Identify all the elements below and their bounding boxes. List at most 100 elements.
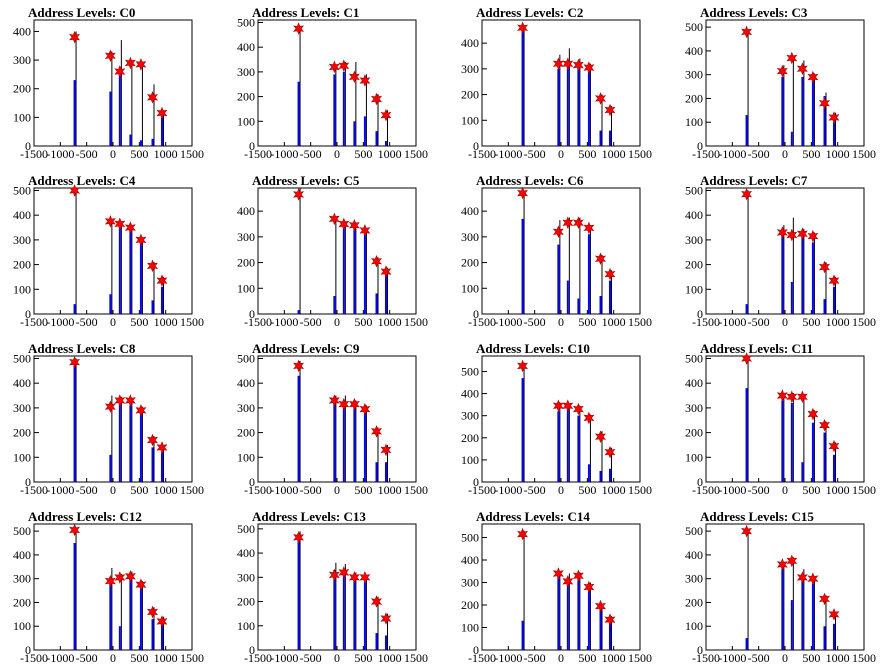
peak-marker [135, 58, 147, 71]
panel-c1: Address Levels: C10100200300400500-1500-… [237, 5, 428, 161]
peak-marker [818, 592, 831, 606]
plot-frame [481, 19, 641, 147]
x-tick-label: -500 [748, 315, 770, 329]
x-tick-label: -1000 [718, 651, 746, 665]
x-tick-label: 500 [578, 147, 596, 161]
y-tick-label: 300 [237, 401, 255, 415]
panel-title: Address Levels: C9 [252, 341, 360, 356]
peak-marker [818, 96, 831, 110]
x-tick-label: 500 [802, 147, 820, 161]
x-tick-label: 500 [354, 483, 372, 497]
peak-marker [124, 569, 136, 583]
peak-marker [828, 111, 840, 124]
y-tick-label: 100 [13, 450, 31, 464]
x-tick-label: 0 [558, 147, 564, 161]
x-tick-label: 500 [354, 315, 372, 329]
y-tick-label: 100 [461, 621, 479, 635]
plot-frame [257, 19, 417, 147]
plot-frame [481, 355, 641, 483]
peak-marker [348, 70, 360, 84]
peak-marker [359, 402, 371, 416]
y-tick-label: 400 [461, 36, 479, 50]
y-tick-label: 500 [13, 351, 31, 365]
x-tick-label: -1500 [468, 147, 496, 161]
peak-marker [124, 56, 136, 70]
peak-marker [828, 274, 840, 287]
x-tick-label: 1000 [154, 483, 178, 497]
y-tick-label: 100 [461, 453, 479, 467]
x-tick-label: -1000 [46, 315, 74, 329]
x-tick-label: 0 [558, 651, 564, 665]
y-tick-label: 400 [685, 44, 703, 58]
peak-marker [604, 267, 616, 281]
x-tick-label: 500 [578, 651, 596, 665]
x-tick-label: -500 [300, 147, 322, 161]
x-tick-label: 1500 [852, 651, 876, 665]
y-tick-label: 400 [461, 553, 479, 567]
x-tick-label: 1000 [154, 651, 178, 665]
y-tick-label: 0 [473, 307, 479, 321]
y-tick-label: 500 [685, 20, 703, 34]
peak-marker [562, 575, 574, 588]
y-tick-label: 0 [697, 643, 703, 657]
peak-marker [583, 580, 595, 594]
panel-c13: Address Levels: C13 0 100 200 300 400 500 -1500… [237, 509, 428, 665]
x-tick-label: -1500 [468, 315, 496, 329]
y-tick-label: 200 [461, 598, 479, 612]
peak-marker [104, 400, 116, 413]
panel-c7: Address Levels: C70100200300400500-1500-… [685, 173, 876, 329]
x-tick-label: -1500 [20, 651, 48, 665]
y-tick-label: 100 [685, 282, 703, 296]
y-tick-label: 300 [461, 576, 479, 590]
panel-c4: Address Levels: C40100200300400500-1500-… [13, 173, 204, 329]
x-tick-label: 0 [334, 483, 340, 497]
peak-marker [786, 554, 798, 568]
y-tick-label: 0 [473, 643, 479, 657]
x-tick-label: -1500 [692, 651, 720, 665]
peak-marker [796, 571, 808, 584]
peak-marker [583, 411, 595, 425]
plot-frame [33, 19, 193, 147]
peak-marker [156, 615, 168, 628]
panel-c2: Address Levels: C2 0 100 200 300 400 -1500-100… [461, 5, 652, 161]
peak-marker [124, 394, 136, 407]
x-tick-label: -1000 [46, 483, 74, 497]
x-tick-label: 1000 [154, 147, 178, 161]
x-tick-label: 500 [578, 483, 596, 497]
y-tick-label: 100 [461, 113, 479, 127]
y-tick-label: 300 [13, 53, 31, 67]
peak-marker [807, 70, 819, 84]
panel-title: Address Levels: C12 [28, 509, 142, 524]
peak-marker [147, 433, 158, 447]
x-tick-label: -1000 [494, 483, 522, 497]
plot-frame [481, 187, 641, 315]
y-tick-label: 0 [25, 307, 31, 321]
panel-c6: Address Levels: C6 0 100 200 300 400 -1500-100… [461, 173, 652, 329]
peak-marker [552, 57, 564, 70]
y-tick-label: 200 [13, 82, 31, 96]
peak-marker [517, 527, 528, 541]
peak-marker [552, 225, 564, 238]
y-tick-label: 300 [13, 233, 31, 247]
x-tick-label: -500 [300, 483, 322, 497]
peak-marker [338, 217, 350, 231]
peak-marker [741, 352, 752, 365]
y-tick-label: 200 [461, 256, 479, 270]
plot-frame [33, 355, 193, 483]
x-tick-label: 1500 [852, 147, 876, 161]
x-tick-label: 0 [558, 483, 564, 497]
y-tick-label: 300 [685, 68, 703, 82]
plot-frame [257, 523, 417, 651]
x-tick-label: 1000 [602, 483, 626, 497]
peak-marker [380, 443, 392, 457]
peak-marker [338, 397, 350, 411]
peak-marker [786, 390, 798, 404]
plot-frame [705, 355, 865, 483]
peak-marker [114, 571, 126, 584]
x-tick-label: -500 [76, 147, 98, 161]
y-tick-label: 200 [13, 426, 31, 440]
peak-marker [562, 399, 574, 412]
x-tick-label: -500 [76, 651, 98, 665]
x-tick-label: -1500 [692, 315, 720, 329]
